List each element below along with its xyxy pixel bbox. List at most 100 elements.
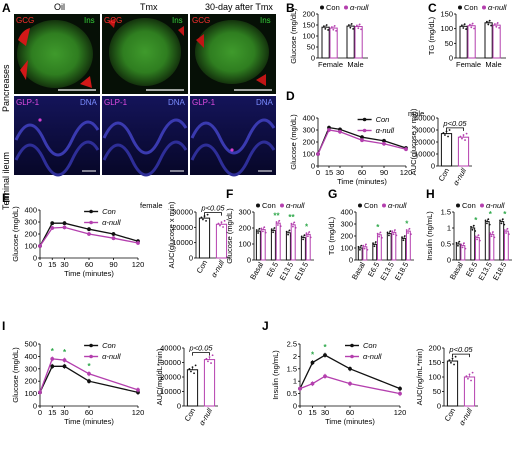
f-data-point: [272, 231, 274, 234]
pancreas-image-oil: [14, 14, 100, 94]
stain-label-glp1: GLP-1: [16, 98, 40, 107]
h-significance-mark: *: [489, 210, 493, 219]
j-series-point: [348, 381, 352, 386]
e-series-line: [39, 222, 139, 247]
f-significance-mark: *: [305, 223, 309, 232]
g-x-tick-label: E18.5: [393, 261, 411, 282]
d-y-tick-label: 400: [302, 114, 315, 123]
h-bar: [470, 227, 476, 261]
i-auc-y-tick-label: 10000: [160, 387, 181, 396]
f-data-point: [292, 225, 294, 228]
h-x-tick-label: E18.5: [491, 261, 509, 282]
i-auc-comparison-bracket: [192, 352, 210, 356]
b-bar: [321, 26, 330, 59]
i-y-tick-label: 0: [33, 402, 37, 411]
i-auc-data-point: [190, 370, 192, 373]
j-auc-y-tick-label: 200: [428, 344, 441, 353]
c-data-point: [462, 27, 465, 29]
j-auc-y-tick-label: 0: [437, 402, 441, 411]
f-y-axis-label: Glucose (mg/dL): [225, 208, 234, 264]
stain-label-gcg: GCG: [192, 16, 210, 25]
c-x-tick-label: Male: [485, 60, 501, 69]
h-bar: [455, 243, 461, 261]
f-y-tick-label: 100: [238, 240, 251, 249]
j-legend-label: α-null: [363, 352, 382, 361]
i-y-tick-label: 300: [24, 364, 37, 373]
chart-j: J 0 0.5 1 1.5 2 2.5 Insulin (ng/mL) 0 15 30 60 120 Ti…: [262, 319, 478, 427]
stain-label-dna: DNA: [168, 98, 186, 107]
c-data-point: [463, 23, 466, 26]
c-legend-marker: [482, 5, 486, 10]
f-data-point: [309, 236, 312, 239]
d-auc-data-point: [442, 131, 445, 134]
g-data-point: [378, 235, 380, 238]
col-header-oil: Oil: [54, 2, 65, 12]
i-auc-data-point: [208, 356, 211, 358]
d-series-line: [317, 129, 407, 155]
h-data-point: [470, 225, 472, 228]
h-bar: [474, 237, 480, 261]
e-auc-y-tick-label: 0: [189, 254, 193, 263]
g-data-point: [376, 232, 379, 235]
f-data-point: [305, 232, 308, 235]
j-auc-data-point: [454, 355, 457, 358]
h-data-point: [472, 224, 475, 227]
g-data-point: [380, 236, 383, 239]
e-auc-data-point: [220, 221, 223, 224]
h-bar: [460, 245, 466, 261]
i-significance-mark: *: [87, 362, 91, 371]
d-x-tick-label: 0: [316, 168, 320, 177]
f-bar: [290, 224, 296, 261]
h-data-point: [463, 242, 465, 245]
d-auc-data-point: [461, 137, 463, 140]
c-data-point: [496, 22, 499, 24]
e-series-line: [39, 226, 139, 247]
chart-b: B 0 50 100 150 200 Glucose (mg/dL) Female Male Co…: [286, 1, 369, 69]
i-auc-y-tick-label: 20000: [160, 373, 181, 382]
i-x-tick-label: 60: [85, 408, 93, 417]
e-legend-marker: [89, 220, 93, 225]
j-auc-data-point: [448, 359, 451, 362]
f-data-point: [308, 231, 311, 233]
j-y-axis-label: Insulin (ng/mL): [271, 350, 280, 400]
d-series-point: [360, 135, 364, 140]
stain-label-ins: Ins: [260, 16, 271, 25]
stain-label-dna: DNA: [80, 98, 98, 107]
f-data-point: [278, 219, 281, 222]
h-data-point: [492, 231, 494, 233]
j-x-tick-label: 30: [321, 408, 329, 417]
f-legend-marker: [280, 203, 284, 208]
j-auc-comparison-bracket: [452, 353, 470, 358]
h-data-point: [505, 232, 507, 234]
g-y-tick-label: 0: [349, 256, 353, 265]
h-y-tick-label: 0: [447, 256, 451, 265]
e-auc-x-tick-label: α-null: [209, 258, 226, 279]
e-auc-y-tick-label: 20000: [172, 223, 193, 232]
g-y-tick-label: 400: [340, 208, 353, 217]
j-y-tick-label: 0: [293, 402, 297, 411]
h-bar: [489, 233, 495, 261]
i-significance-mark: *: [63, 348, 67, 357]
g-y-axis-label: TG (mg/dL): [327, 216, 336, 255]
e-annotation: female: [140, 201, 163, 210]
d-legend-marker: [362, 128, 367, 133]
h-bar: [503, 230, 509, 261]
h-significance-mark: *: [474, 216, 478, 225]
c-data-point: [470, 26, 473, 29]
h-data-point: [487, 218, 490, 221]
g-data-point: [388, 234, 390, 237]
c-data-point: [473, 27, 475, 30]
e-auc-data-point: [200, 216, 203, 219]
h-legend-marker: [456, 203, 460, 208]
i-auc-y-tick-label: 30000: [160, 358, 181, 367]
j-series-point: [298, 386, 302, 391]
f-bar: [275, 222, 281, 261]
f-bar: [300, 237, 306, 261]
i-series-point: [38, 390, 42, 395]
b-data-point: [357, 27, 360, 30]
